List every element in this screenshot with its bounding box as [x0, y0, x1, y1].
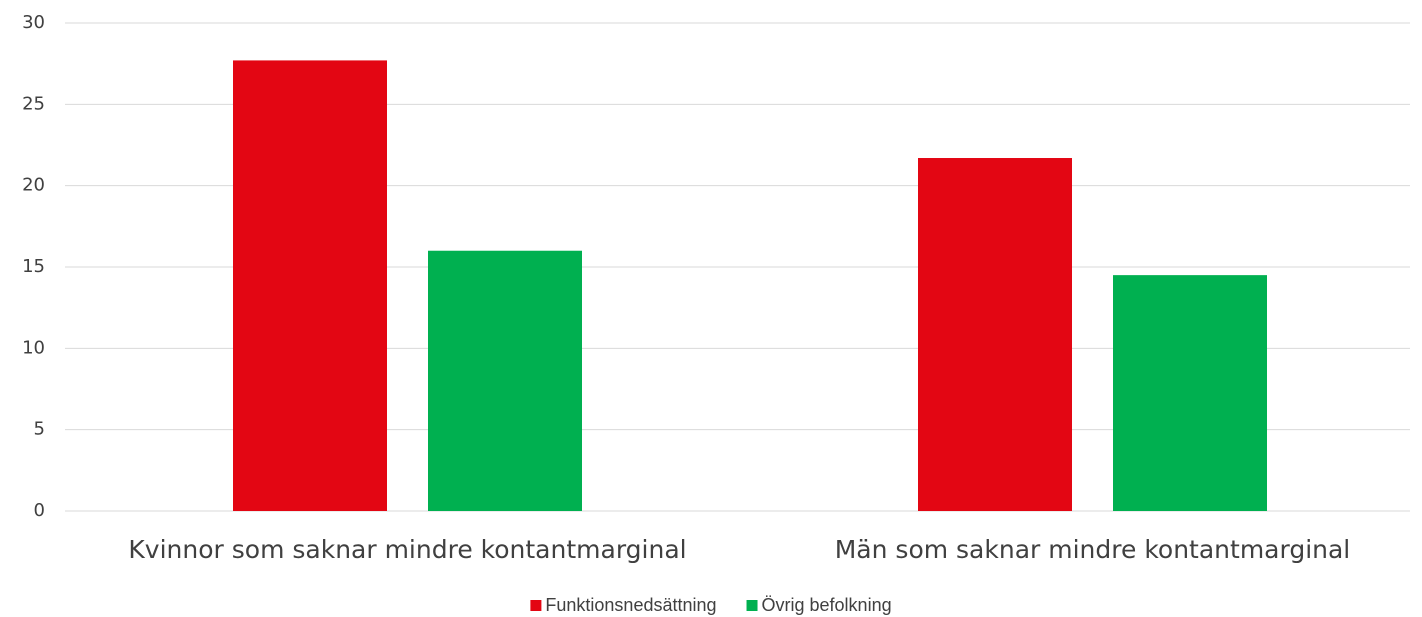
y-tick-label: 25	[22, 93, 45, 114]
bar	[233, 60, 387, 512]
y-tick-label: 0	[34, 500, 45, 521]
legend-swatch	[746, 600, 758, 611]
bar	[1113, 275, 1267, 511]
legend-label: Övrig befolkning	[762, 595, 892, 615]
y-tick-label: 15	[22, 256, 45, 277]
bar	[428, 250, 582, 511]
y-tick-label: 5	[34, 419, 45, 440]
legend-label: Funktionsnedsättning	[545, 595, 716, 615]
x-tick-label: Kvinnor som saknar mindre kontantmargina…	[128, 535, 686, 564]
y-tick-label: 20	[22, 175, 45, 196]
x-tick-label: Män som saknar mindre kontantmarginal	[835, 535, 1351, 564]
legend-swatch	[530, 600, 542, 611]
y-tick-label: 30	[22, 12, 45, 33]
y-tick-label: 10	[22, 337, 45, 358]
bar	[918, 158, 1072, 511]
